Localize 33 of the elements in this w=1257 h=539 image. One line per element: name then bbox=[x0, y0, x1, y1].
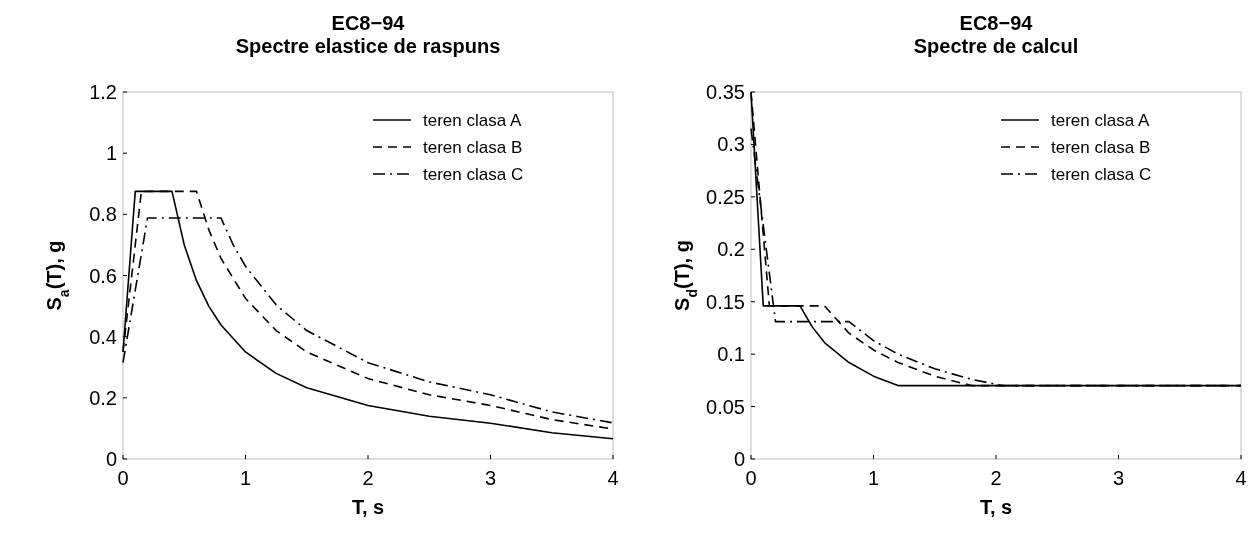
legend-label: teren clasa B bbox=[423, 137, 523, 157]
y-tick-label: 0 bbox=[733, 448, 745, 470]
y-tick-label: 1 bbox=[105, 142, 117, 165]
y-tick-label: 1.2 bbox=[89, 81, 117, 103]
chart-title: EC8−94 Spectre de calcul bbox=[913, 12, 1079, 57]
y-tick-label: 0 bbox=[105, 448, 117, 470]
x-axis-title: T, s bbox=[979, 496, 1013, 518]
y-tick-label: 0.6 bbox=[89, 264, 117, 287]
legend-label: teren clasa B bbox=[1051, 137, 1151, 157]
chart-title: EC8−94 Spectre elastice de raspuns bbox=[235, 12, 501, 57]
x-tick-label: 2 bbox=[990, 467, 1002, 489]
y-tick-label: 0.15 bbox=[706, 290, 745, 313]
y-tick-label: 0.3 bbox=[717, 133, 745, 156]
y-tick-label: 0.1 bbox=[717, 343, 745, 366]
legend-label: teren clasa A bbox=[1051, 110, 1150, 130]
y-tick-label: 0.2 bbox=[89, 386, 117, 409]
x-tick-label: 3 bbox=[484, 467, 497, 489]
y-tick-label: 0.8 bbox=[89, 203, 117, 226]
x-tick-label: 2 bbox=[362, 467, 374, 489]
x-tick-label: 1 bbox=[867, 467, 880, 489]
x-tick-label: 4 bbox=[607, 467, 619, 489]
y-tick-label: 0.05 bbox=[706, 395, 745, 418]
x-tick-label: 3 bbox=[1112, 467, 1125, 489]
x-tick-label: 4 bbox=[1235, 467, 1247, 489]
y-tick-label: 0.35 bbox=[706, 81, 745, 103]
legend-label: teren clasa A bbox=[423, 110, 522, 130]
y-tick-label: 0.2 bbox=[717, 238, 745, 261]
legend-label: teren clasa C bbox=[423, 164, 524, 184]
x-tick-label: 1 bbox=[239, 467, 252, 489]
legend-label: teren clasa C bbox=[1051, 164, 1152, 184]
y-tick-label: 0.4 bbox=[89, 325, 117, 348]
y-tick-label: 0.25 bbox=[706, 185, 745, 208]
x-axis-title: T, s bbox=[351, 496, 385, 518]
